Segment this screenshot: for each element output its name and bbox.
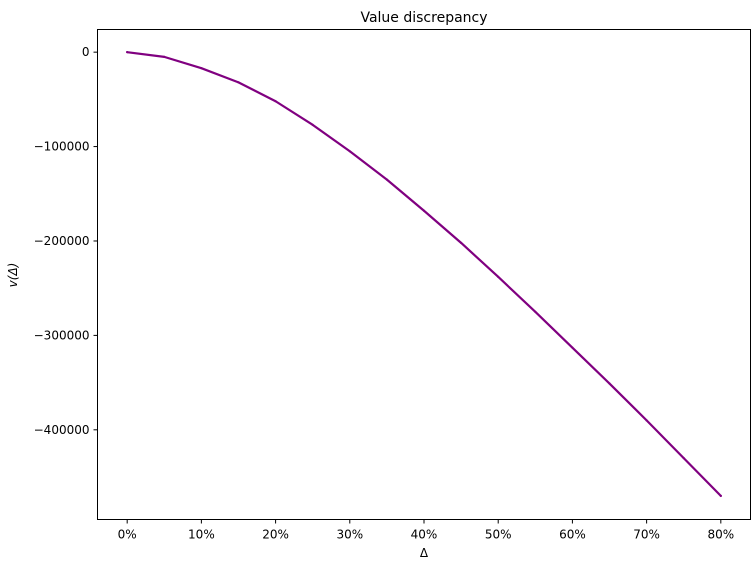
data-point xyxy=(126,51,129,54)
data-point xyxy=(571,346,574,349)
y-axis: 0 −100000 −200000 −300000 −400000 xyxy=(34,45,98,437)
data-point xyxy=(534,310,537,313)
x-axis: 0% 10% 20% 30% 40% 50% 60% 70% 80% xyxy=(118,519,734,542)
x-tick-label: 30% xyxy=(336,528,363,542)
x-axis-label: Δ xyxy=(420,546,429,560)
data-point xyxy=(497,275,500,278)
x-tick-label: 70% xyxy=(633,528,660,542)
data-point xyxy=(682,457,685,460)
x-tick-label: 10% xyxy=(188,528,215,542)
series-line-0 xyxy=(126,51,722,497)
x-tick-label: 20% xyxy=(262,528,289,542)
data-point xyxy=(200,67,203,70)
x-tick-label: 80% xyxy=(707,528,734,542)
y-tick-label: −300000 xyxy=(34,328,90,342)
data-point xyxy=(422,209,426,212)
data-point xyxy=(311,123,314,126)
data-point xyxy=(645,419,648,422)
data-point xyxy=(274,100,277,103)
y-tick-label: 0 xyxy=(82,45,90,59)
y-tick-label: −400000 xyxy=(34,423,90,437)
x-tick-label: 60% xyxy=(559,528,586,542)
data-point xyxy=(348,150,351,153)
x-tick-label: 50% xyxy=(485,528,512,542)
data-point xyxy=(237,81,240,84)
data-point xyxy=(719,494,722,497)
plot-frame xyxy=(97,29,751,520)
data-point xyxy=(460,241,463,244)
data-point xyxy=(608,382,611,385)
y-axis-label: v(Δ) xyxy=(6,263,20,288)
data-point xyxy=(163,55,166,58)
y-tick-label: −100000 xyxy=(34,140,90,154)
x-tick-label: 40% xyxy=(411,528,438,542)
y-tick-label: −200000 xyxy=(34,234,90,248)
data-point xyxy=(385,178,388,181)
chart-title: Value discrepancy xyxy=(360,10,487,26)
x-tick-label: 0% xyxy=(118,528,137,542)
plot-area xyxy=(126,51,722,497)
